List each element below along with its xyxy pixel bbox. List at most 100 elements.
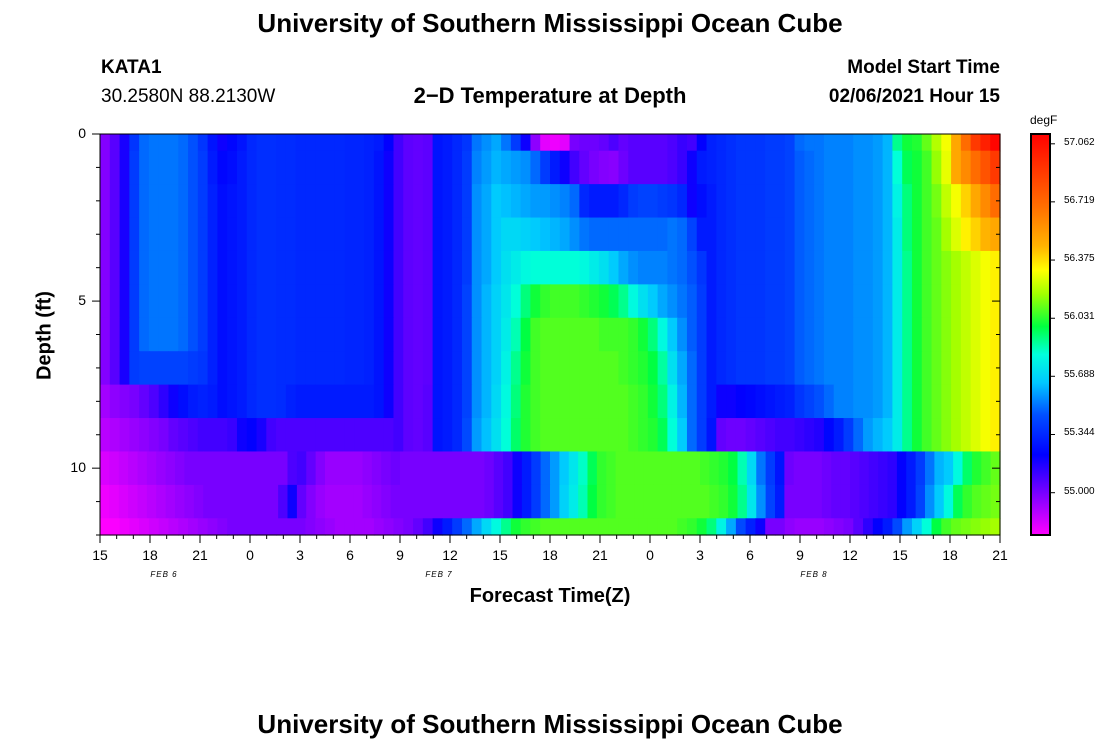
heat-cell: [531, 484, 542, 519]
heat-cell: [696, 418, 708, 453]
heat-cell: [755, 134, 766, 152]
heat-cell: [259, 484, 270, 519]
heat-cell: [638, 184, 649, 219]
heat-cell: [119, 518, 130, 536]
heat-cell: [540, 518, 551, 536]
heat-cell: [853, 418, 864, 453]
heat-cell: [951, 384, 962, 419]
heat-cell: [892, 184, 903, 219]
heat-cell: [510, 217, 522, 252]
heat-cell: [461, 217, 473, 252]
heat-cell: [109, 250, 121, 285]
heat-cell: [212, 451, 223, 486]
heat-cell: [823, 518, 835, 536]
heat-cell: [276, 284, 287, 319]
heat-cell: [960, 351, 972, 386]
heat-cell: [843, 250, 854, 285]
heat-cell: [863, 418, 874, 453]
heat-cell: [853, 317, 864, 352]
heat-cell: [413, 217, 424, 252]
heat-cell: [217, 134, 228, 152]
heat-cell: [364, 518, 375, 536]
heat-cell: [148, 418, 160, 453]
heat-cell: [266, 317, 277, 352]
heat-cell: [383, 284, 395, 319]
heat-cell: [902, 150, 913, 185]
heat-cell: [295, 134, 307, 152]
heat-cell: [344, 250, 355, 285]
heat-cell: [305, 250, 316, 285]
heat-cell: [432, 184, 443, 219]
heat-cell: [677, 250, 688, 285]
heat-cell: [475, 451, 485, 486]
heat-cell: [745, 284, 757, 319]
heat-cell: [892, 150, 903, 185]
heat-cell: [677, 284, 688, 319]
heat-cell: [608, 250, 620, 285]
heat-cell: [726, 150, 737, 185]
heat-cell: [735, 150, 747, 185]
heat-cell: [276, 384, 287, 419]
heat-cell: [941, 317, 952, 352]
heat-cell: [853, 250, 864, 285]
heat-cell: [510, 317, 522, 352]
heat-cell: [634, 451, 645, 486]
heat-cell: [970, 134, 982, 152]
heat-cell: [882, 351, 893, 386]
heat-cell: [520, 317, 532, 352]
heat-cell: [175, 451, 185, 486]
heat-cell: [168, 351, 179, 386]
heat-cell: [403, 317, 414, 352]
heat-cell: [491, 384, 502, 419]
heat-cell: [207, 284, 218, 319]
heat-cell: [246, 317, 258, 352]
heat-cell: [821, 451, 832, 486]
x-tick-label: 15: [492, 547, 508, 563]
heat-cell: [207, 217, 218, 252]
heat-cell: [403, 184, 414, 219]
heat-cell: [139, 217, 150, 252]
heat-cell: [559, 184, 571, 219]
heat-cell: [647, 518, 659, 536]
model-start-label: Model Start Time: [847, 57, 1000, 78]
heat-cell: [165, 484, 176, 519]
heat-cell: [706, 317, 717, 352]
heat-cell: [403, 250, 414, 285]
heat-cell: [461, 384, 473, 419]
heat-cell: [716, 317, 727, 352]
heat-cell: [657, 217, 668, 252]
heat-cell: [158, 384, 170, 419]
heat-cell: [305, 384, 316, 419]
date-label: FEB 7: [425, 570, 453, 579]
heat-cell: [951, 284, 962, 319]
heat-cell: [540, 351, 551, 386]
heat-cell: [677, 384, 688, 419]
heat-cell: [109, 384, 121, 419]
heat-cell: [882, 217, 893, 252]
heat-cell: [775, 484, 785, 519]
heat-cell: [833, 317, 845, 352]
heat-cell: [139, 150, 150, 185]
heat-cell: [628, 250, 639, 285]
heat-cell: [158, 351, 170, 386]
heat-cell: [471, 250, 483, 285]
heat-cell: [491, 284, 502, 319]
heat-cell: [148, 134, 160, 152]
heat-cell: [775, 184, 786, 219]
heat-cell: [981, 451, 992, 486]
heat-cell: [432, 250, 443, 285]
x-tick-label: 18: [142, 547, 158, 563]
heat-cell: [823, 250, 835, 285]
heat-cell: [465, 484, 476, 519]
heat-cell: [638, 317, 649, 352]
heat-cell: [364, 150, 375, 185]
heat-cell: [863, 250, 874, 285]
heat-cell: [139, 518, 150, 536]
heat-cell: [295, 317, 307, 352]
heat-cell: [653, 451, 664, 486]
heat-cell: [775, 250, 786, 285]
heat-cell: [530, 518, 541, 536]
heat-cell: [706, 250, 717, 285]
heat-cell: [784, 317, 796, 352]
heat-cell: [481, 384, 492, 419]
